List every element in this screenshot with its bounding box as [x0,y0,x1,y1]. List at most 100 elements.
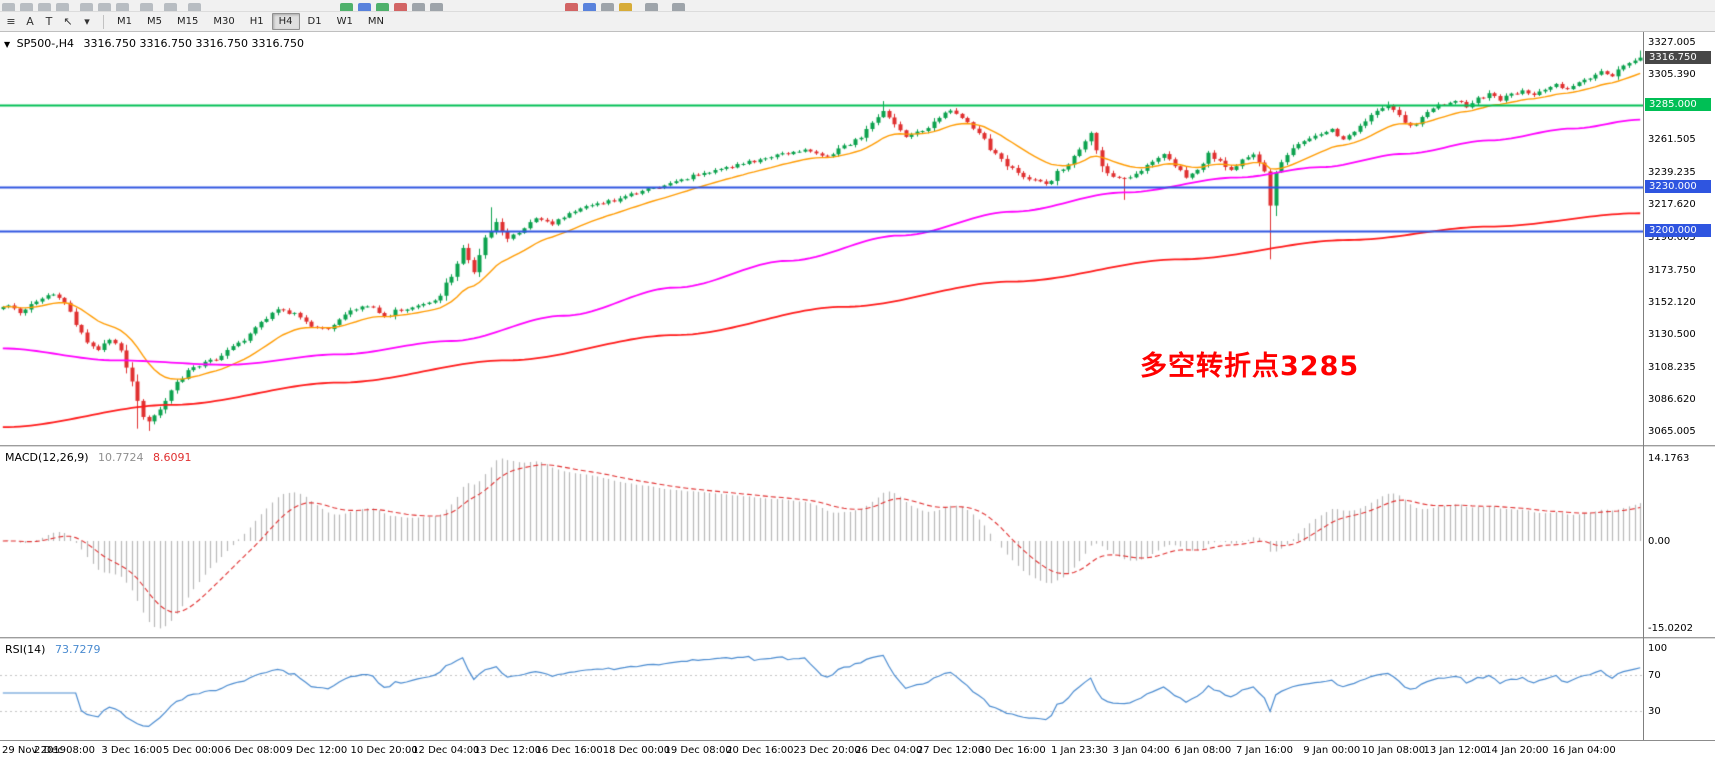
macd-axis-label: 0.00 [1648,535,1671,547]
time-axis-label: 14 Jan 20:00 [1485,745,1549,756]
toolbar-icon[interactable] [56,3,69,11]
toolbar-icon[interactable] [98,3,111,11]
macd-axis-label: 14.1763 [1648,452,1690,464]
time-axis-label: 1 Jan 23:30 [1050,745,1108,756]
timeframe-button-m1[interactable]: M1 [117,16,132,27]
timeframe-button-w1[interactable]: W1 [336,16,353,27]
rsi-canvas[interactable] [0,640,1643,740]
price-axis-label: 3086.620 [1648,394,1696,405]
chart-symbol-label: ▼ SP500-,H4 3316.750 3316.750 3316.750 3… [4,37,304,50]
annotate-a-tool[interactable]: A [26,14,34,28]
price-axis-line [1643,32,1644,740]
time-axis-label: 27 Dec 12:00 [916,745,985,756]
time-axis-label: 10 Jan 08:00 [1361,745,1426,756]
toolbar-icon[interactable] [394,3,407,11]
toolbar-icon[interactable] [430,3,443,11]
price-axis-label: 3261.505 [1648,134,1696,146]
time-axis-label: 2 Dec 08:00 [34,745,95,756]
time-axis-label: 13 Jan 12:00 [1423,745,1487,756]
timeframe-button-m30[interactable]: M30 [213,16,235,27]
draw-arrow-tool[interactable]: ↖ [63,14,73,28]
macd-canvas[interactable] [0,448,1643,637]
price-level-badge: 3200.000 [1645,224,1711,238]
time-axis-label: 29 Nov 2019 [2,745,67,756]
current-price-badge: 3316.750 [1645,50,1711,64]
timeframe-button-m5[interactable]: M5 [147,16,162,27]
macd-value-main: 10.7724 [98,451,144,464]
toolbar-separator [103,14,104,29]
timeframe-button-h1[interactable]: H1 [249,16,264,27]
panel-separator[interactable] [0,445,1715,447]
timeframe-button-m15[interactable]: M15 [177,16,199,27]
time-axis-label: 3 Jan 04:00 [1112,745,1170,756]
toolbar-icon[interactable] [601,3,614,11]
macd-name: MACD(12,26,9) [5,451,89,464]
toolbar-icon[interactable] [38,3,51,11]
toolbar-icon[interactable] [20,3,33,11]
time-axis-label: 16 Jan 04:00 [1552,745,1616,756]
toolbar-icon[interactable] [80,3,93,11]
time-axis-label: 20 Dec 16:00 [726,745,794,756]
price-axis-label: 3305.390 [1648,69,1696,80]
price-level-badge: 3285.000 [1645,97,1711,111]
price-axis-label: 3217.620 [1648,199,1696,211]
toolbar-icon[interactable] [140,3,153,11]
toolbar-icon[interactable] [376,3,389,11]
time-axis-label: 12 Dec 04:00 [412,745,480,756]
price-axis-label: 3130.500 [1648,328,1696,340]
time-axis-label: 7 Jan 16:00 [1236,745,1293,756]
toolbar-icon[interactable] [583,3,596,11]
price-chart-canvas[interactable] [0,32,1643,445]
time-axis-label: 16 Dec 16:00 [535,745,603,756]
draw-tools-dropdown-icon[interactable]: ▾ [84,14,90,28]
time-axis-label: 19 Dec 08:00 [664,745,732,756]
rsi-indicator-label: RSI(14) 73.7279 [5,643,100,656]
time-axis-label: 10 Dec 20:00 [350,745,418,756]
timeframe-button-mn[interactable]: MN [367,16,384,27]
time-axis-label: 6 Dec 08:00 [224,745,286,756]
chart-annotation-text[interactable]: 多空转折点3285 [1140,351,1360,382]
price-level-badge: 3230.000 [1645,179,1711,193]
price-axis-label: 3239.235 [1648,167,1696,179]
time-axis-label: 18 Dec 00:00 [602,745,671,756]
rsi-axis-label: 30 [1648,705,1661,717]
toolbar-icon[interactable] [619,3,632,11]
toolbar-icon[interactable] [116,3,129,11]
panel-separator[interactable] [0,637,1715,639]
rsi-axis-label: 70 [1648,669,1661,681]
menu-grid-icon[interactable]: ≡ [6,14,16,28]
toolbar-icon[interactable] [672,3,685,11]
time-axis-label: 3 Dec 16:00 [101,745,163,756]
chart-menu-icon[interactable]: ▼ [4,40,11,49]
timeframe-button-h4[interactable]: H4 [271,13,300,30]
toolbar-icon[interactable] [2,3,15,11]
toolbar-icon[interactable] [645,3,658,11]
time-axis-label: 30 Dec 16:00 [978,745,1046,756]
macd-indicator-label: MACD(12,26,9) 10.7724 8.6091 [5,451,192,464]
toolbar-icon[interactable] [164,3,177,11]
time-axis-label: 5 Dec 00:00 [163,745,224,756]
time-axis[interactable]: 29 Nov 2019 2 Dec 08:00 3 Dec 16:00 5 Dec 0… [0,740,1715,763]
toolbar-icon[interactable] [358,3,371,11]
time-axis-label: 9 Dec 12:00 [286,745,348,756]
price-axis-label: 3173.750 [1648,264,1696,276]
macd-axis-label: -15.0202 [1648,622,1693,634]
timeframe-toolbar: M1 M5 M15 M30 H1 H4 D1 W1 MN [110,13,392,30]
macd-value-signal: 8.6091 [153,451,192,464]
ohlc-text: 3316.750 3316.750 3316.750 3316.750 [83,37,304,50]
toolbar-icon[interactable] [412,3,425,11]
price-axis-label: 3108.235 [1648,361,1696,373]
toolbar: ≡ A T ↖ ▾ M1 M5 M15 M30 H1 H4 D1 W1 MN [0,12,1715,32]
rsi-value: 73.7279 [54,643,101,656]
time-axis-label: 9 Jan 00:00 [1303,745,1361,756]
text-tool[interactable]: T [45,14,53,28]
symbol-text: SP500-,H4 [16,37,75,50]
toolbar-icon[interactable] [188,3,201,11]
toolbar-icon[interactable] [565,3,578,11]
toolbar-icon[interactable] [340,3,353,11]
time-axis-label: 6 Jan 08:00 [1174,745,1232,756]
price-axis-label: 3152.120 [1648,296,1696,308]
timeframe-button-d1[interactable]: D1 [307,16,322,27]
time-axis-label: 26 Dec 04:00 [855,745,923,756]
